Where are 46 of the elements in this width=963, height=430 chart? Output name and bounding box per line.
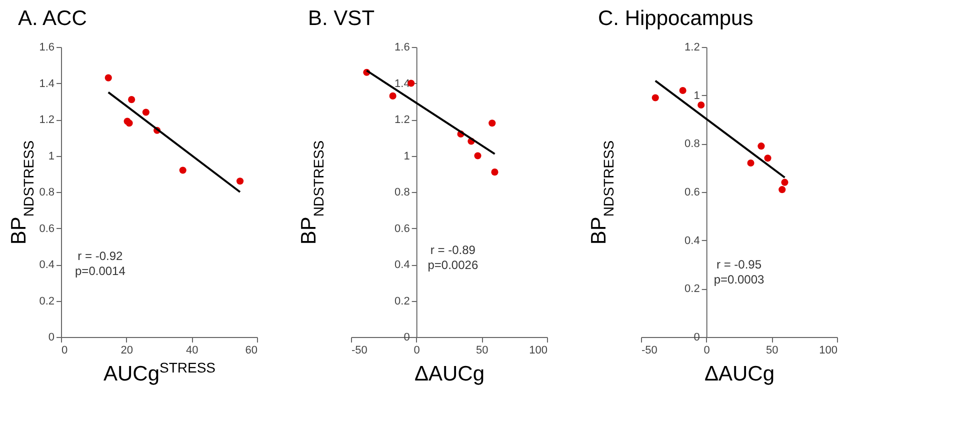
x-tick-label: -50 xyxy=(352,344,368,356)
x-tick-label: 50 xyxy=(766,344,778,356)
y-tick-label: 0.2 xyxy=(39,295,54,308)
x-tick-label: 0 xyxy=(62,344,68,356)
annotation: r = -0.95 xyxy=(716,258,762,272)
annotation: p=0.0014 xyxy=(75,264,126,278)
x-tick-label: 0 xyxy=(704,344,710,356)
x-axis-title: AUCg$^{STRESS}$ xyxy=(103,360,216,386)
y-tick-label: 0.2 xyxy=(394,295,410,308)
y-tick-label: 0.4 xyxy=(39,259,54,271)
x-tick-label: 100 xyxy=(819,344,838,356)
x-axis-title: ΔAUCg xyxy=(704,362,775,386)
y-tick-label: 0.2 xyxy=(684,283,700,296)
x-tick-label: 100 xyxy=(529,344,548,356)
chart-title: A. ACC xyxy=(18,7,87,30)
x-tick-label: 0 xyxy=(414,344,420,356)
y-tick-label: 1 xyxy=(48,150,54,162)
y-tick-label: 0.6 xyxy=(39,222,54,235)
annotation: r = -0.89 xyxy=(430,243,476,257)
y-tick-label: 1 xyxy=(694,90,700,102)
y-tick-label: 0.8 xyxy=(394,186,410,198)
y-tick-label: 0.4 xyxy=(394,259,410,271)
x-tick-label: -50 xyxy=(642,344,658,356)
x-tick-label: 50 xyxy=(476,344,488,356)
y-tick-label: 0 xyxy=(48,332,54,344)
annotation: r = -0.92 xyxy=(78,248,124,263)
chart-title: B. VST xyxy=(308,7,375,30)
y-tick-label: 0.6 xyxy=(684,186,700,198)
x-tick-label: 40 xyxy=(186,344,198,356)
y-tick-label: 0.6 xyxy=(394,222,410,235)
y-tick-label: 0.4 xyxy=(684,234,700,247)
y-tick-label: 1.2 xyxy=(684,42,700,54)
annotation: p=0.0026 xyxy=(428,258,478,272)
chart-title: C. Hippocampus xyxy=(598,7,754,30)
y-tick-label: 1.4 xyxy=(39,78,54,90)
y-tick-label: 1.2 xyxy=(394,114,410,126)
y-tick-label: 1.6 xyxy=(39,42,54,54)
x-tick-label: 60 xyxy=(245,344,258,356)
y-tick-label: 0.8 xyxy=(39,186,54,198)
x-tick-label: 20 xyxy=(120,344,133,356)
annotation: p=0.0003 xyxy=(714,272,765,286)
y-tick-label: 1 xyxy=(404,150,410,162)
x-axis-title: ΔAUCg xyxy=(414,362,485,386)
y-tick-label: 1.2 xyxy=(39,114,54,126)
y-tick-label: 0.8 xyxy=(684,138,700,150)
y-tick-label: 1.6 xyxy=(394,42,410,54)
